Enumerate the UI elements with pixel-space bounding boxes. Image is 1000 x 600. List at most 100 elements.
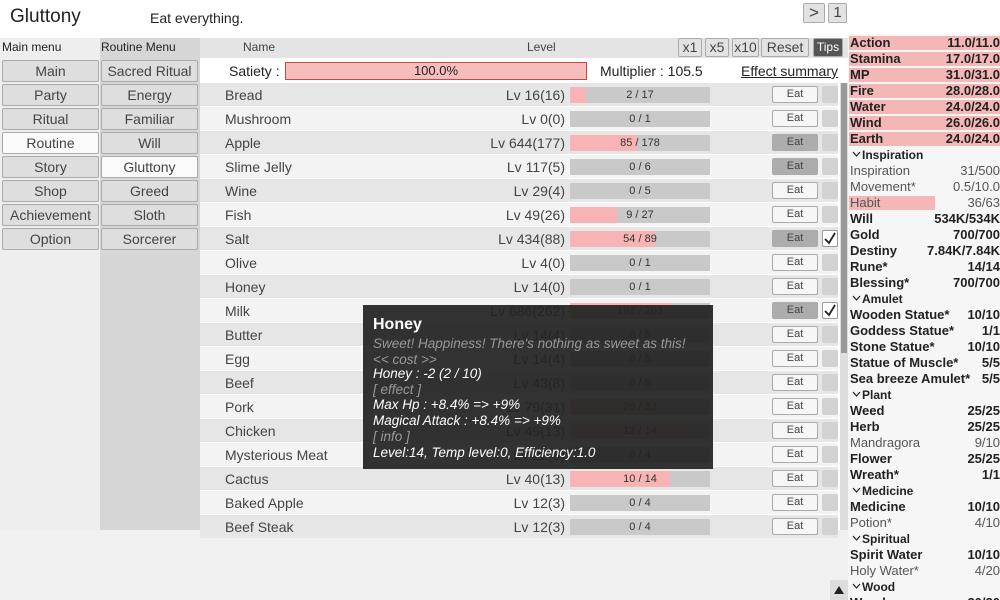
eat-button[interactable]: Eat	[772, 86, 818, 103]
food-row: Honey Lv 14(0) 0 / 1 Eat	[200, 275, 838, 298]
food-name: Wine	[225, 183, 257, 199]
checkbox[interactable]	[822, 326, 838, 343]
resource-row: Wind 26.0/26.0	[849, 115, 1000, 131]
table-button[interactable]: x1	[678, 38, 702, 57]
food-level: Lv 12(3)	[513, 495, 565, 511]
multiplier: Multiplier : 105.5	[600, 63, 703, 79]
food-name: Pork	[225, 399, 254, 415]
eat-button[interactable]: Eat	[772, 302, 818, 319]
resource-value: 11.0/11.0	[947, 35, 1000, 50]
eat-button[interactable]: Eat	[772, 254, 818, 271]
scrollbar-thumb[interactable]	[841, 83, 847, 353]
checkbox[interactable]	[822, 302, 838, 319]
routine-menu-item[interactable]: Familiar	[101, 108, 198, 130]
eat-button[interactable]: Eat	[772, 110, 818, 127]
eat-button[interactable]: Eat	[772, 206, 818, 223]
checkbox[interactable]	[822, 254, 838, 271]
resource-row: Wooden Statue* 10/10	[849, 307, 1000, 323]
resource-value: 534K/534K	[934, 211, 1000, 226]
checkbox[interactable]	[822, 518, 838, 535]
main-menu-item[interactable]: Main	[2, 60, 99, 82]
eat-button[interactable]: Eat	[772, 278, 818, 295]
food-name: Milk	[225, 303, 250, 319]
main-menu-item[interactable]: Ritual	[2, 108, 99, 130]
tooltip-title: Honey	[373, 316, 422, 333]
section-header[interactable]: Spiritual	[850, 531, 1000, 547]
section-header[interactable]: Inspiration	[850, 147, 1000, 163]
main-menu-item[interactable]: Shop	[2, 180, 99, 202]
main-menu-item[interactable]: Achievement	[2, 204, 99, 226]
eat-button[interactable]: Eat	[772, 398, 818, 415]
resource-row: Earth 24.0/24.0	[849, 131, 1000, 147]
resource-row: Water 24.0/24.0	[849, 99, 1000, 115]
section-header[interactable]: Medicine	[850, 483, 1000, 499]
eat-button[interactable]: Eat	[772, 494, 818, 511]
checkbox[interactable]	[822, 422, 838, 439]
checkbox[interactable]	[822, 182, 838, 199]
table-button[interactable]: Tips	[813, 38, 843, 57]
food-level: Lv 49(26)	[505, 207, 565, 223]
resource-name: Weed	[850, 403, 885, 418]
routine-menu-item[interactable]: Greed	[101, 180, 198, 202]
resource-value: 25/25	[967, 403, 1000, 418]
main-menu-item[interactable]: Option	[2, 228, 99, 250]
resource-name: Inspiration	[850, 163, 910, 178]
main-menu-item[interactable]: Party	[2, 84, 99, 106]
collapse-icon	[852, 531, 861, 550]
scrollbar[interactable]	[840, 83, 848, 530]
eat-button[interactable]: Eat	[772, 182, 818, 199]
checkbox[interactable]	[822, 494, 838, 511]
routine-menu-item[interactable]: Sloth	[101, 204, 198, 226]
eat-button[interactable]: Eat	[772, 326, 818, 343]
scroll-up-button[interactable]	[830, 580, 848, 600]
checkbox[interactable]	[822, 158, 838, 175]
table-button[interactable]: x5	[705, 38, 729, 57]
section-header[interactable]: Plant	[850, 387, 1000, 403]
eat-button[interactable]: Eat	[772, 350, 818, 367]
checkbox[interactable]	[822, 350, 838, 367]
resource-bar	[849, 36, 1000, 50]
routine-menu-item[interactable]: Sacred Ritual	[101, 60, 198, 82]
eat-button[interactable]: Eat	[772, 446, 818, 463]
checkbox[interactable]	[822, 134, 838, 151]
tooltip-line: Level:14, Temp level:0, Efficiency:1.0	[373, 445, 596, 460]
resource-value: 25/25	[967, 419, 1000, 434]
eat-button[interactable]: Eat	[772, 158, 818, 175]
routine-menu-item[interactable]: Will	[101, 132, 198, 154]
checkbox[interactable]	[822, 206, 838, 223]
section-header[interactable]: Wood	[850, 579, 1000, 595]
routine-menu-item[interactable]: Energy	[101, 84, 198, 106]
checkbox[interactable]	[822, 86, 838, 103]
table-button[interactable]: x10	[732, 38, 759, 57]
eat-button[interactable]: Eat	[772, 230, 818, 247]
resource-value: 1/1	[981, 467, 1000, 482]
checkbox[interactable]	[822, 446, 838, 463]
effect-summary[interactable]: Effect summary	[741, 63, 838, 79]
section-header[interactable]: Amulet	[850, 291, 1000, 307]
checkbox[interactable]	[822, 230, 838, 247]
food-row: Baked Apple Lv 12(3) 0 / 4 Eat	[200, 491, 838, 514]
resource-row: Stone Statue* 10/10	[849, 339, 1000, 355]
checkbox[interactable]	[822, 398, 838, 415]
tooltip-line: Sweet! Happiness! There's nothing as swe…	[373, 336, 686, 351]
page-button[interactable]: 1	[828, 3, 847, 23]
main-menu-item[interactable]: Routine	[2, 132, 99, 154]
eat-button[interactable]: Eat	[772, 374, 818, 391]
table-button[interactable]: Reset	[761, 38, 809, 57]
checkbox[interactable]	[822, 374, 838, 391]
main-menu-item[interactable]: Story	[2, 156, 99, 178]
eat-button[interactable]: Eat	[772, 134, 818, 151]
next-button[interactable]: >	[803, 3, 825, 23]
resource-value: 9/10	[974, 435, 1000, 450]
routine-menu-item[interactable]: Sorcerer	[101, 228, 198, 250]
progress-text: 2 / 17	[626, 89, 654, 101]
resource-name: Mandragora	[850, 435, 921, 450]
routine-menu-item[interactable]: Gluttony	[101, 156, 198, 178]
checkbox[interactable]	[822, 110, 838, 127]
checkbox[interactable]	[822, 470, 838, 487]
checkbox[interactable]	[822, 278, 838, 295]
resource-row: Movement* 0.5/10.0	[849, 179, 1000, 195]
eat-button[interactable]: Eat	[772, 422, 818, 439]
eat-button[interactable]: Eat	[772, 470, 818, 487]
eat-button[interactable]: Eat	[772, 518, 818, 535]
